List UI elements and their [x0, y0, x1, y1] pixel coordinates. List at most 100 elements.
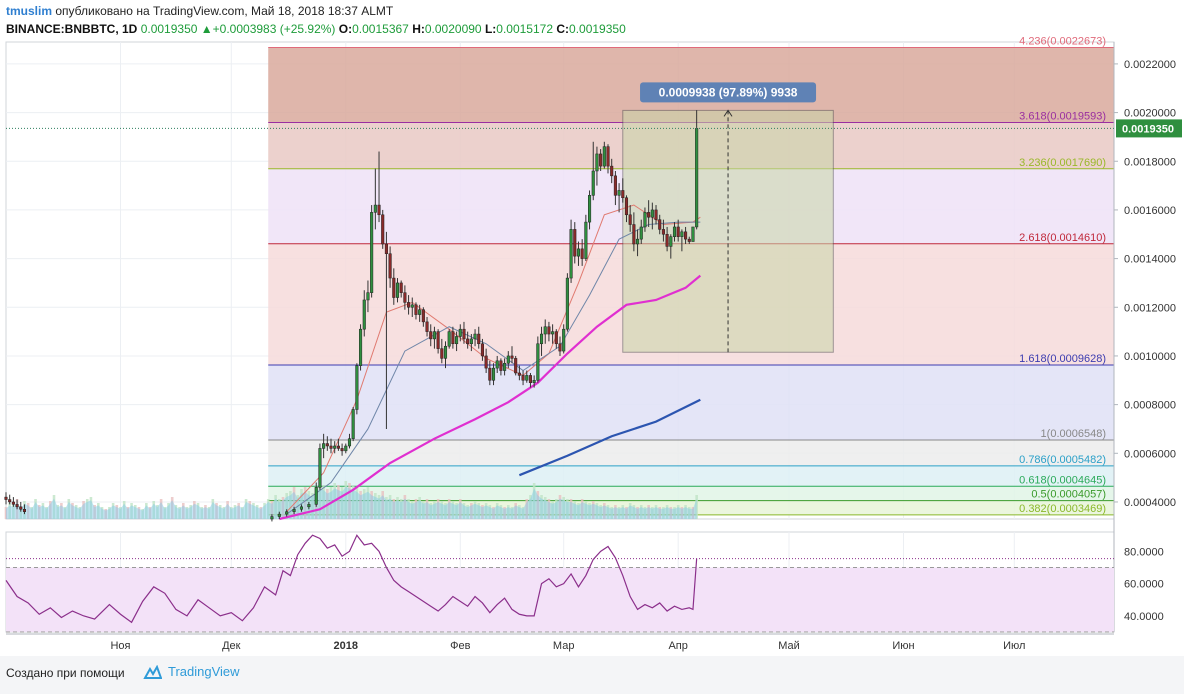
volume-bar	[444, 503, 447, 519]
volume-bar	[507, 505, 510, 519]
measure-label: 0.0009938 (97.89%) 9938	[659, 85, 798, 99]
volume-bar	[584, 501, 588, 519]
candle-body	[547, 326, 551, 335]
fib-label: 4.236(0.0022673)	[1019, 36, 1106, 48]
volume-bars	[4, 481, 698, 519]
change-value: +0.0003983 (+25.92%)	[212, 22, 336, 36]
volume-bar	[204, 505, 207, 519]
volume-bar	[595, 503, 599, 519]
candle-body	[377, 204, 381, 216]
volume-bar	[303, 487, 307, 519]
volume-bar	[455, 503, 458, 519]
candle-body	[669, 236, 673, 247]
volume-bar	[63, 507, 67, 519]
price-tick-label: 0.0010000	[1124, 351, 1176, 363]
volume-bar	[196, 503, 200, 519]
author-link[interactable]: tmuslim	[6, 4, 53, 18]
volume-bar	[628, 503, 632, 519]
candle-body	[543, 326, 547, 335]
candle-body	[595, 153, 599, 172]
volume-bar	[651, 507, 654, 519]
ohlc-line: BINANCE:BNBBTC, 1D 0.0019350 ▲+0.0003983…	[6, 22, 626, 36]
candle-body	[336, 445, 340, 449]
high-value: 0.0020090	[424, 22, 482, 36]
volume-bar	[385, 497, 388, 519]
volume-bar	[503, 507, 506, 519]
candle-body	[373, 204, 377, 213]
volume-bar	[632, 505, 636, 519]
volume-bar	[370, 491, 373, 519]
candle-body	[636, 238, 640, 245]
volume-bar	[137, 507, 141, 519]
open-value: 0.0015367	[352, 22, 409, 36]
price-chart[interactable]: 4.236(0.0022673) 3.618(0.0019593) 3.236(0.…	[0, 0, 1184, 660]
volume-bar	[337, 485, 340, 519]
low-value: 0.0015172	[496, 22, 553, 36]
candle-body	[661, 229, 665, 235]
candle-body	[569, 229, 573, 279]
candle-body	[407, 302, 411, 308]
candle-body	[299, 506, 304, 510]
fib-zone	[268, 465, 1114, 487]
candle-body	[436, 331, 440, 349]
price-tick-label: 0.0012000	[1124, 302, 1176, 314]
candle-body	[469, 338, 473, 345]
candle-body	[580, 248, 584, 259]
fib-label: 0.382(0.0003469)	[1019, 503, 1106, 515]
volume-bar	[558, 495, 562, 519]
volume-bar	[580, 499, 584, 519]
volume-bar	[691, 507, 695, 519]
volume-bar	[248, 501, 252, 519]
candle-body	[599, 153, 603, 167]
volume-bar	[218, 505, 222, 519]
volume-bar	[562, 497, 565, 519]
candle-body	[8, 499, 12, 503]
volume-bar	[226, 501, 229, 519]
volume-bar	[93, 505, 96, 519]
volume-bar	[145, 503, 148, 519]
candle-body	[455, 336, 459, 345]
candle-body	[584, 221, 588, 259]
volume-bar	[274, 495, 277, 519]
candle-body	[466, 338, 470, 345]
candle-body	[676, 226, 680, 237]
volume-bar	[643, 507, 647, 519]
candle-body	[617, 190, 621, 196]
candle-body	[384, 243, 388, 254]
candle-body	[643, 212, 647, 228]
volume-bar	[133, 505, 137, 519]
volume-bar	[359, 491, 362, 519]
rsi-tick-label: 80.0000	[1124, 546, 1164, 558]
price-axis[interactable]: 0.0022000 0.0020000 0.0018000 0.0016000 0.00…	[6, 42, 1182, 632]
time-axis[interactable]: Ноя Дек 2018 Фев Мар Апр Май Июн Июл	[6, 633, 1114, 652]
volume-bar	[451, 501, 455, 519]
candle-body	[11, 501, 15, 505]
volume-bar	[259, 507, 263, 519]
volume-ma-area	[6, 486, 697, 519]
candle-body	[525, 375, 529, 381]
brand-name: TradingView	[168, 664, 240, 679]
candle-body	[495, 360, 499, 369]
volume-bar	[555, 499, 558, 519]
volume-bar	[521, 507, 525, 519]
volume-bar	[222, 507, 226, 519]
volume-bar	[108, 507, 111, 519]
volume-bar	[410, 501, 414, 519]
rsi-line	[5, 534, 698, 624]
volume-bar	[189, 505, 192, 519]
volume-bar	[181, 503, 185, 519]
volume-bar	[322, 485, 325, 519]
volume-bar	[318, 483, 322, 519]
volume-bar	[215, 503, 218, 519]
fib-label: 1.618(0.0009628)	[1019, 353, 1106, 365]
candle-body	[687, 238, 691, 242]
volume-bar	[82, 501, 85, 519]
tradingview-logo[interactable]: TradingView	[140, 664, 240, 679]
arrow-head-icon	[723, 109, 733, 117]
volume-bar	[381, 491, 385, 519]
volume-bar	[396, 497, 399, 519]
volume-bar	[676, 505, 680, 519]
high-label: H:	[412, 22, 425, 36]
volume-bar	[141, 509, 144, 519]
volume-bar	[237, 503, 240, 519]
